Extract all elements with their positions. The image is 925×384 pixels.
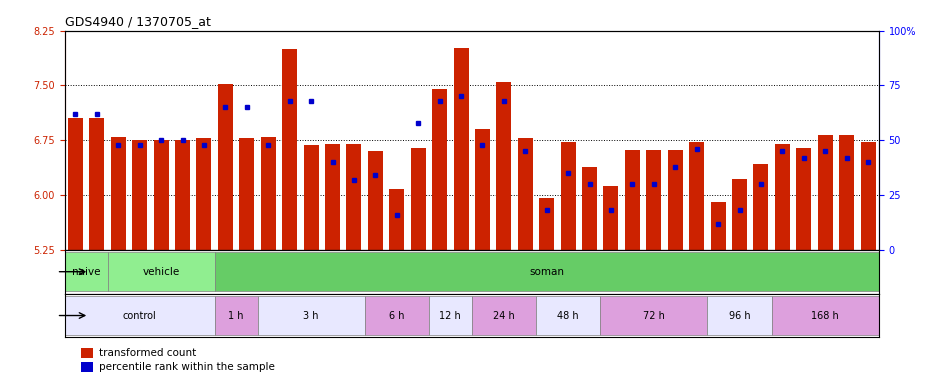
Bar [818, 135, 833, 250]
Bar [303, 146, 318, 250]
FancyBboxPatch shape [429, 296, 472, 335]
FancyBboxPatch shape [65, 252, 107, 291]
Bar [81, 362, 93, 372]
Text: percentile rank within the sample: percentile rank within the sample [99, 362, 275, 372]
FancyBboxPatch shape [215, 296, 257, 335]
Bar [81, 348, 93, 358]
Bar [389, 189, 404, 250]
Bar [689, 142, 704, 250]
Bar [218, 84, 233, 250]
Bar [710, 202, 725, 250]
Text: soman: soman [529, 267, 564, 277]
Text: 48 h: 48 h [558, 311, 579, 321]
FancyBboxPatch shape [600, 296, 708, 335]
Bar [261, 137, 276, 250]
Bar [154, 140, 168, 250]
Bar [68, 118, 83, 250]
Text: 168 h: 168 h [811, 311, 839, 321]
Bar [754, 164, 769, 250]
FancyBboxPatch shape [257, 296, 364, 335]
Text: naive: naive [72, 267, 101, 277]
Text: GDS4940 / 1370705_at: GDS4940 / 1370705_at [65, 15, 211, 28]
Text: 12 h: 12 h [439, 311, 462, 321]
Bar [497, 82, 512, 250]
Text: 1 h: 1 h [228, 311, 244, 321]
Bar [453, 48, 469, 250]
Text: 24 h: 24 h [493, 311, 514, 321]
Bar [111, 137, 126, 250]
Bar [668, 150, 683, 250]
Bar [432, 89, 447, 250]
FancyBboxPatch shape [708, 296, 771, 335]
Bar [860, 142, 876, 250]
Bar [732, 179, 747, 250]
Bar [132, 140, 147, 250]
Bar [775, 144, 790, 250]
Bar [347, 144, 362, 250]
Text: 72 h: 72 h [643, 311, 665, 321]
Text: control: control [123, 311, 156, 321]
Text: vehicle: vehicle [142, 267, 179, 277]
Bar [518, 138, 533, 250]
FancyBboxPatch shape [65, 296, 215, 335]
Bar [625, 150, 640, 250]
Bar [561, 142, 575, 250]
Bar [796, 147, 811, 250]
Bar [240, 138, 254, 250]
Bar [647, 150, 661, 250]
FancyBboxPatch shape [771, 296, 879, 335]
Bar [475, 129, 490, 250]
Text: transformed count: transformed count [99, 348, 196, 358]
Bar [539, 198, 554, 250]
Text: 3 h: 3 h [303, 311, 319, 321]
FancyBboxPatch shape [364, 296, 429, 335]
Bar [196, 138, 212, 250]
Bar [839, 135, 854, 250]
FancyBboxPatch shape [107, 252, 215, 291]
FancyBboxPatch shape [536, 296, 600, 335]
Bar [282, 49, 297, 250]
Bar [175, 140, 190, 250]
Bar [325, 144, 340, 250]
Text: 96 h: 96 h [729, 311, 750, 321]
Bar [582, 167, 597, 250]
Bar [90, 118, 105, 250]
FancyBboxPatch shape [215, 252, 879, 291]
Bar [411, 147, 426, 250]
Bar [603, 186, 619, 250]
Text: 6 h: 6 h [389, 311, 404, 321]
Bar [368, 151, 383, 250]
FancyBboxPatch shape [472, 296, 536, 335]
